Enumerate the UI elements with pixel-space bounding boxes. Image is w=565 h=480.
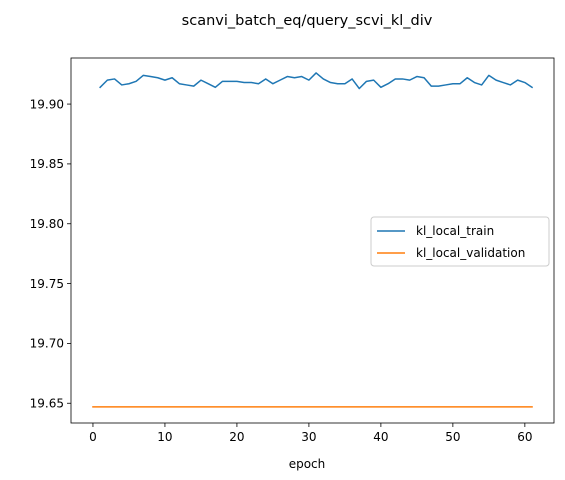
x-tick-label: 0: [89, 430, 97, 444]
y-tick-label: 19.70: [30, 337, 64, 351]
legend-box: [370, 216, 550, 267]
y-tick-label: 19.80: [30, 217, 64, 231]
plot-area-frame: [70, 57, 555, 424]
y-tick-label: 19.75: [30, 277, 64, 291]
y-tick-label: 19.85: [30, 157, 64, 171]
x-axis-label: epoch: [289, 457, 326, 471]
x-tick-label: 60: [517, 430, 532, 444]
chart-title: scanvi_batch_eq/query_scvi_kl_div: [182, 13, 433, 29]
legend-label-train: kl_local_train: [416, 224, 494, 238]
x-tick-label: 50: [445, 430, 460, 444]
legend-label-validation: kl_local_validation: [416, 246, 525, 260]
y-tick-label: 19.90: [30, 97, 64, 111]
x-axis: 0 10 20 30 40 50 60: [89, 423, 532, 444]
legend: kl_local_train kl_local_validation: [370, 216, 550, 267]
x-tick-label: 40: [373, 430, 388, 444]
y-axis: 19.65 19.70 19.75 19.80 19.85 19.90: [30, 97, 71, 411]
series-line-train: [99, 72, 534, 90]
x-tick-label: 10: [157, 430, 172, 444]
x-tick-label: 30: [301, 430, 316, 444]
series-lines: [92, 72, 534, 408]
x-tick-label: 20: [229, 430, 244, 444]
y-tick-label: 19.65: [30, 397, 64, 411]
